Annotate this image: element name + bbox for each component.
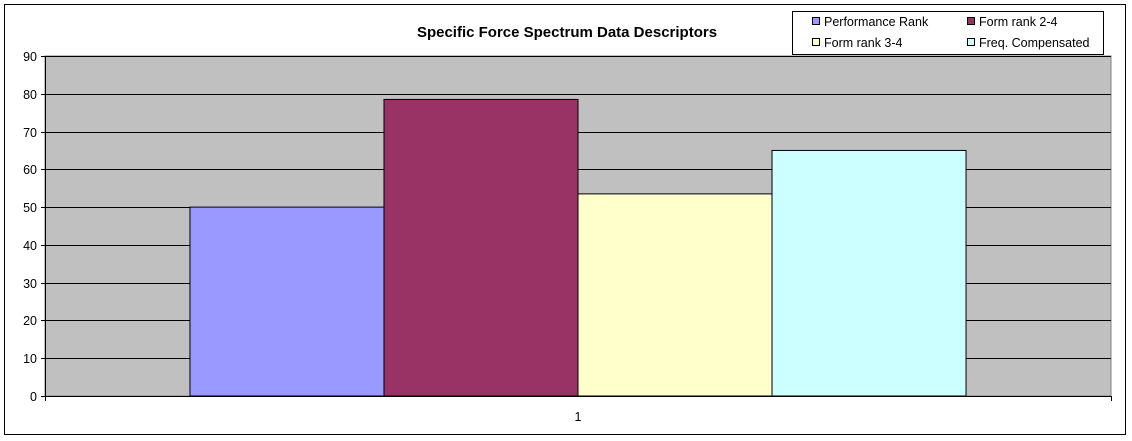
y-tick-label-70: 70 <box>23 126 37 140</box>
y-tick-label-90: 90 <box>23 50 37 64</box>
y-tick-label-0: 0 <box>30 390 37 404</box>
axes <box>41 56 1111 400</box>
bars <box>189 98 967 397</box>
bar-form-rank-3-4 <box>577 193 773 397</box>
legend-box <box>792 11 1104 55</box>
y-tick-label-10: 10 <box>23 352 37 366</box>
chart-frame: 0 10 20 30 40 50 60 70 80 90 1 Specific Force Spe… <box>4 4 1126 435</box>
legend-swatch-form-rank-2-4 <box>967 17 975 25</box>
bar-freq-compensated <box>771 149 967 397</box>
legend-swatch-freq-compensated <box>967 38 975 46</box>
bar-chart: 0 10 20 30 40 50 60 70 80 90 1 Specific Force Spe… <box>23 11 1112 424</box>
legend-label-form-rank-3-4: Form rank 3-4 <box>824 36 903 50</box>
legend-swatch-performance-rank <box>812 17 820 25</box>
legend-label-form-rank-2-4: Form rank 2-4 <box>979 15 1058 29</box>
bar-form-rank-2-4 <box>383 98 579 397</box>
x-tick-labels: 1 <box>45 396 1112 424</box>
x-tick-label-1: 1 <box>575 410 582 424</box>
y-tick-label-20: 20 <box>23 314 37 328</box>
bar-performance-rank <box>189 206 385 397</box>
y-tick-label-40: 40 <box>23 239 37 253</box>
legend-swatch-form-rank-3-4 <box>812 38 820 46</box>
legend-label-performance-rank: Performance Rank <box>824 15 929 29</box>
y-tick-labels: 0 10 20 30 40 50 60 70 80 90 <box>23 50 45 404</box>
y-tick-label-60: 60 <box>23 163 37 177</box>
y-tick-label-30: 30 <box>23 277 37 291</box>
legend: Performance Rank Form rank 2-4 Form rank 3… <box>792 11 1104 55</box>
y-tick-label-50: 50 <box>23 201 37 215</box>
chart-title: Specific Force Spectrum Data Descriptors <box>417 24 717 41</box>
legend-label-freq-compensated: Freq. Compensated <box>979 36 1090 50</box>
y-tick-label-80: 80 <box>23 88 37 102</box>
